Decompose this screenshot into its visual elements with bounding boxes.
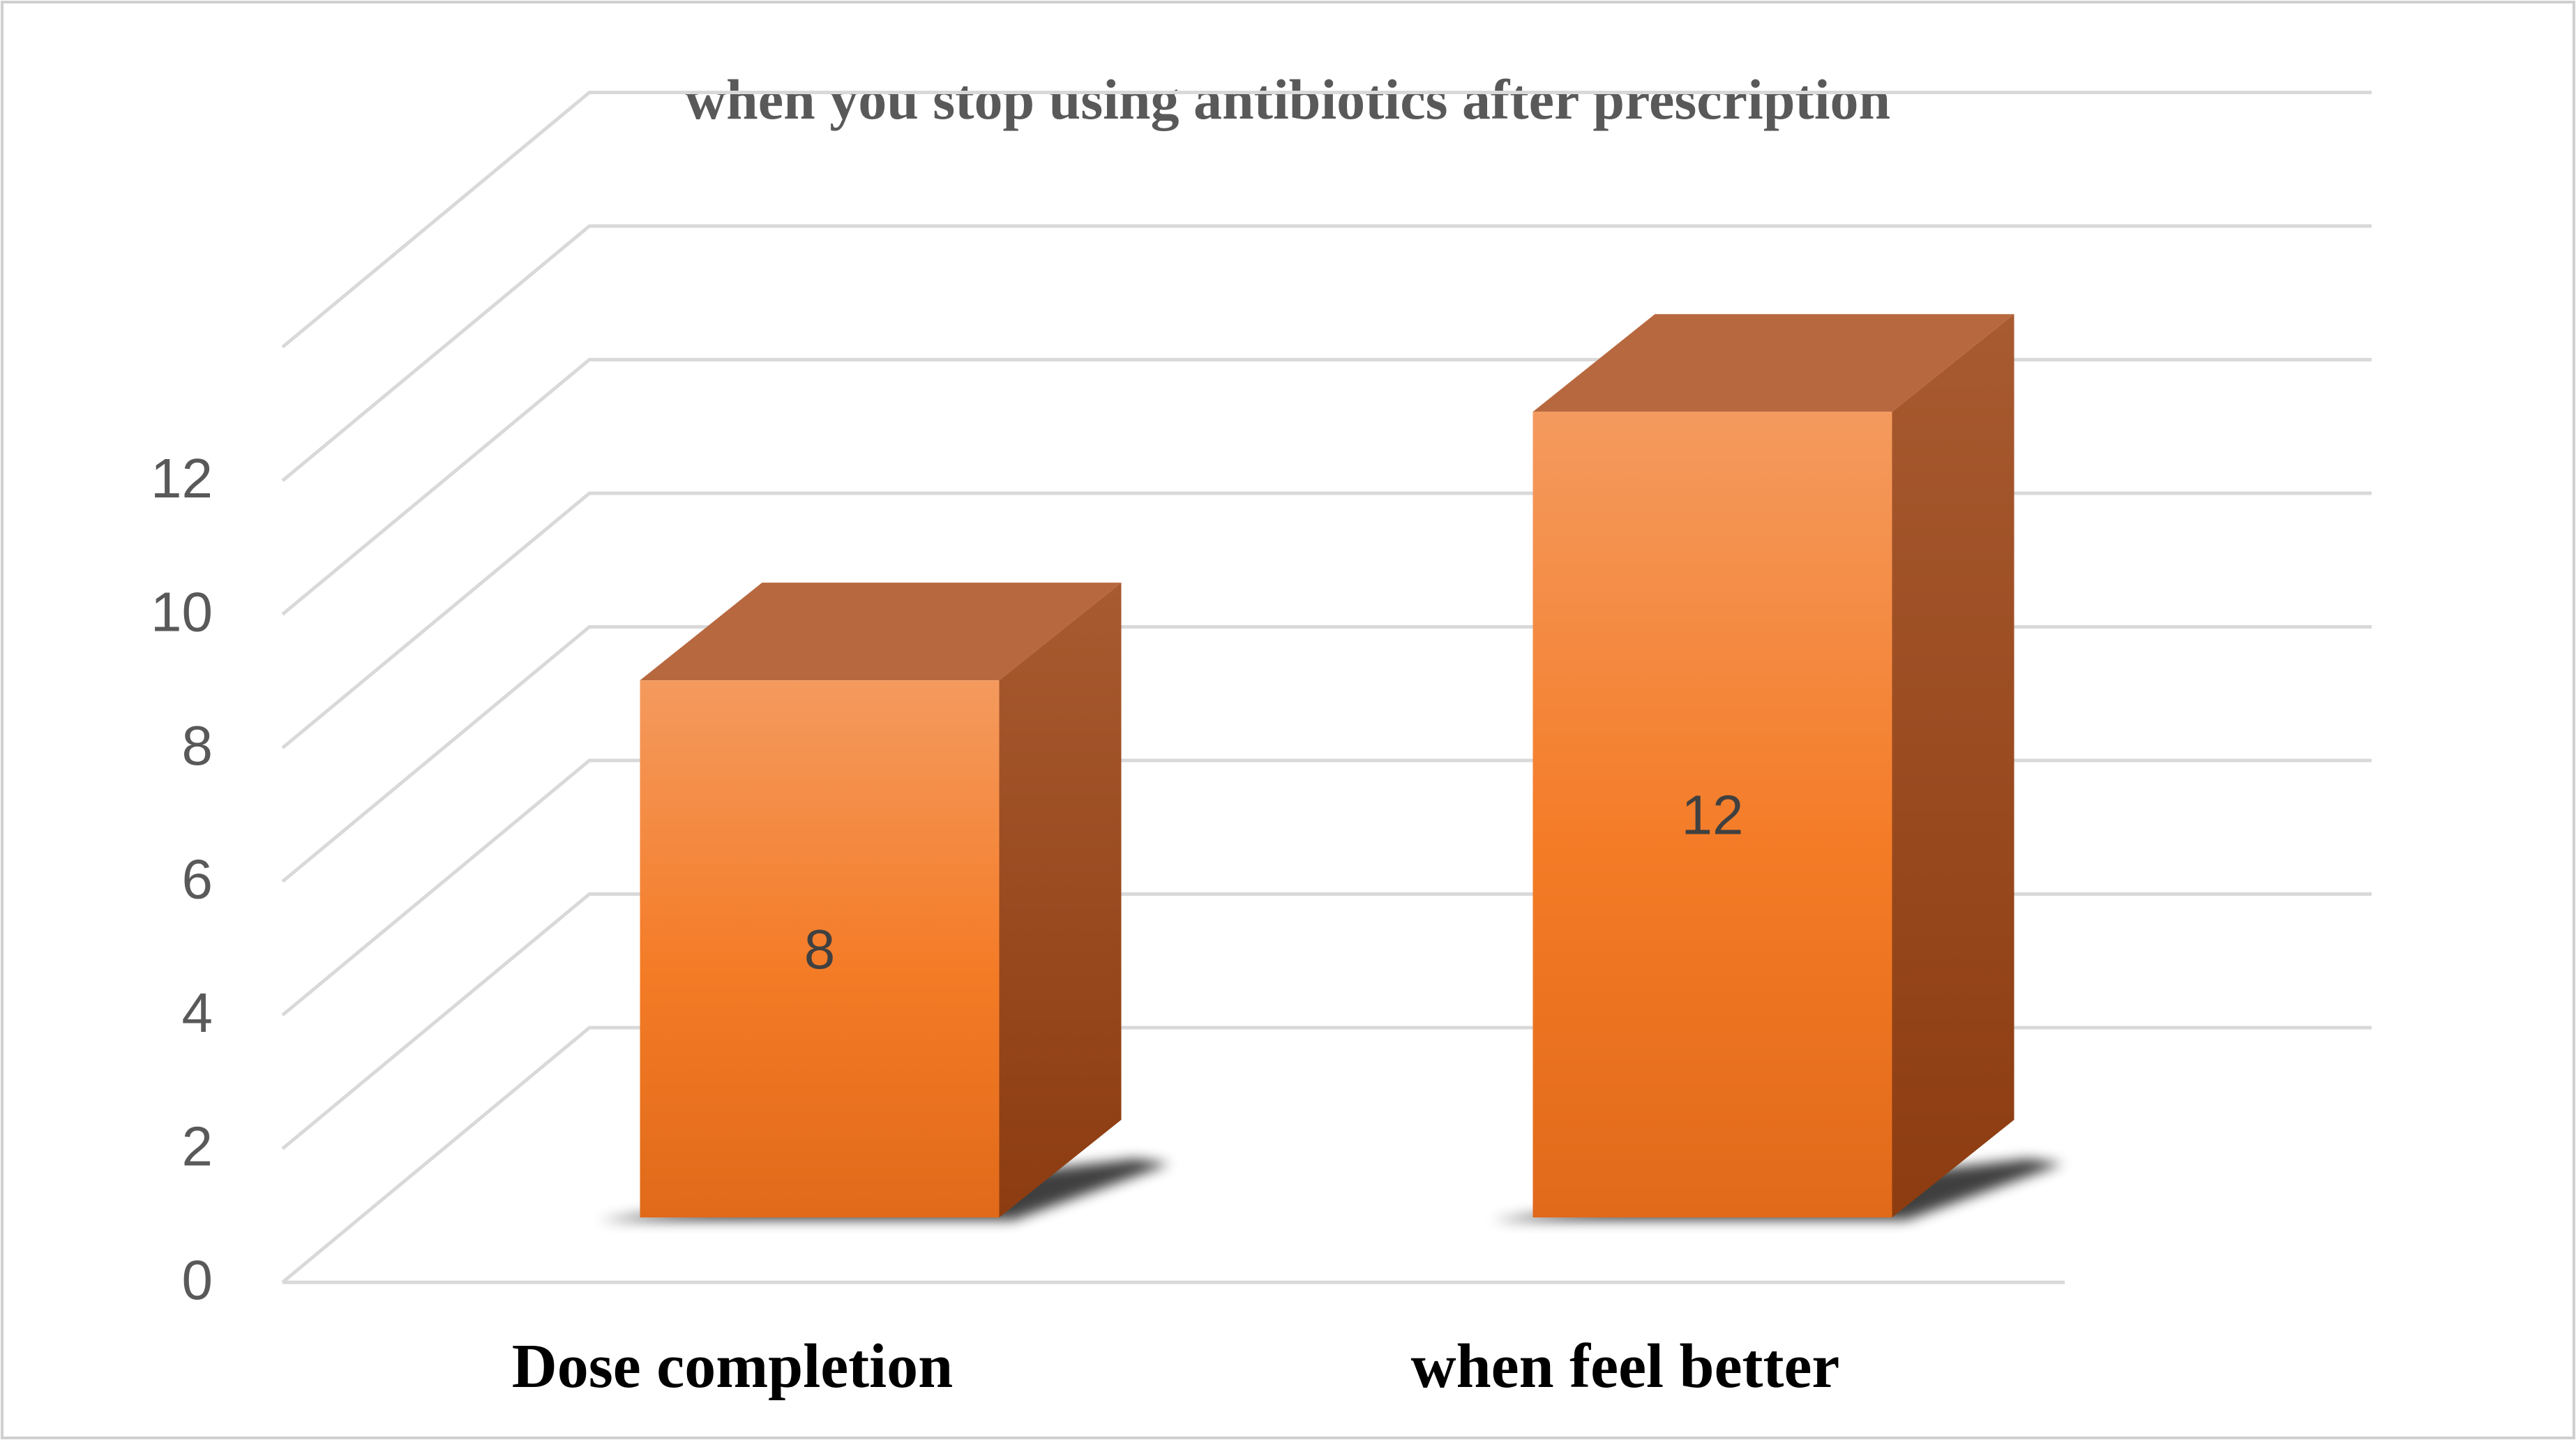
bars: 8 12: [598, 314, 2063, 1220]
bar-side-face: [1892, 314, 2014, 1217]
bar-front-face: [640, 680, 1000, 1217]
gridlines: [281, 91, 2372, 1284]
bar-1: 8: [598, 583, 1170, 1220]
data-label: 12: [1682, 784, 1744, 846]
y-tick-label: 0: [182, 1249, 213, 1311]
gridline: [281, 224, 2372, 482]
data-label: 8: [804, 918, 836, 980]
bar-top-face: [1532, 314, 2014, 412]
y-tick-label: 8: [182, 714, 213, 777]
category-label: Dose completion: [512, 1332, 953, 1401]
y-tick-label: 10: [151, 581, 213, 643]
category-labels: Dose completion when feel better: [512, 1332, 1840, 1401]
category-label: when feel better: [1411, 1332, 1840, 1401]
bar-2: 12: [1491, 314, 2063, 1220]
y-axis-ticks: 0 2 4 6 8 10 12: [151, 447, 213, 1311]
bar-top-face: [640, 583, 1122, 681]
y-tick-label: 6: [182, 848, 213, 910]
bar-front-face: [1532, 412, 1892, 1217]
y-tick-label: 4: [182, 982, 213, 1044]
chart-title: when you stop using antibiotics after pr…: [685, 68, 1890, 131]
gridline: [281, 91, 2372, 349]
y-tick-label: 2: [182, 1116, 213, 1178]
bar-side-face: [999, 583, 1122, 1217]
y-tick-label: 12: [151, 447, 213, 509]
